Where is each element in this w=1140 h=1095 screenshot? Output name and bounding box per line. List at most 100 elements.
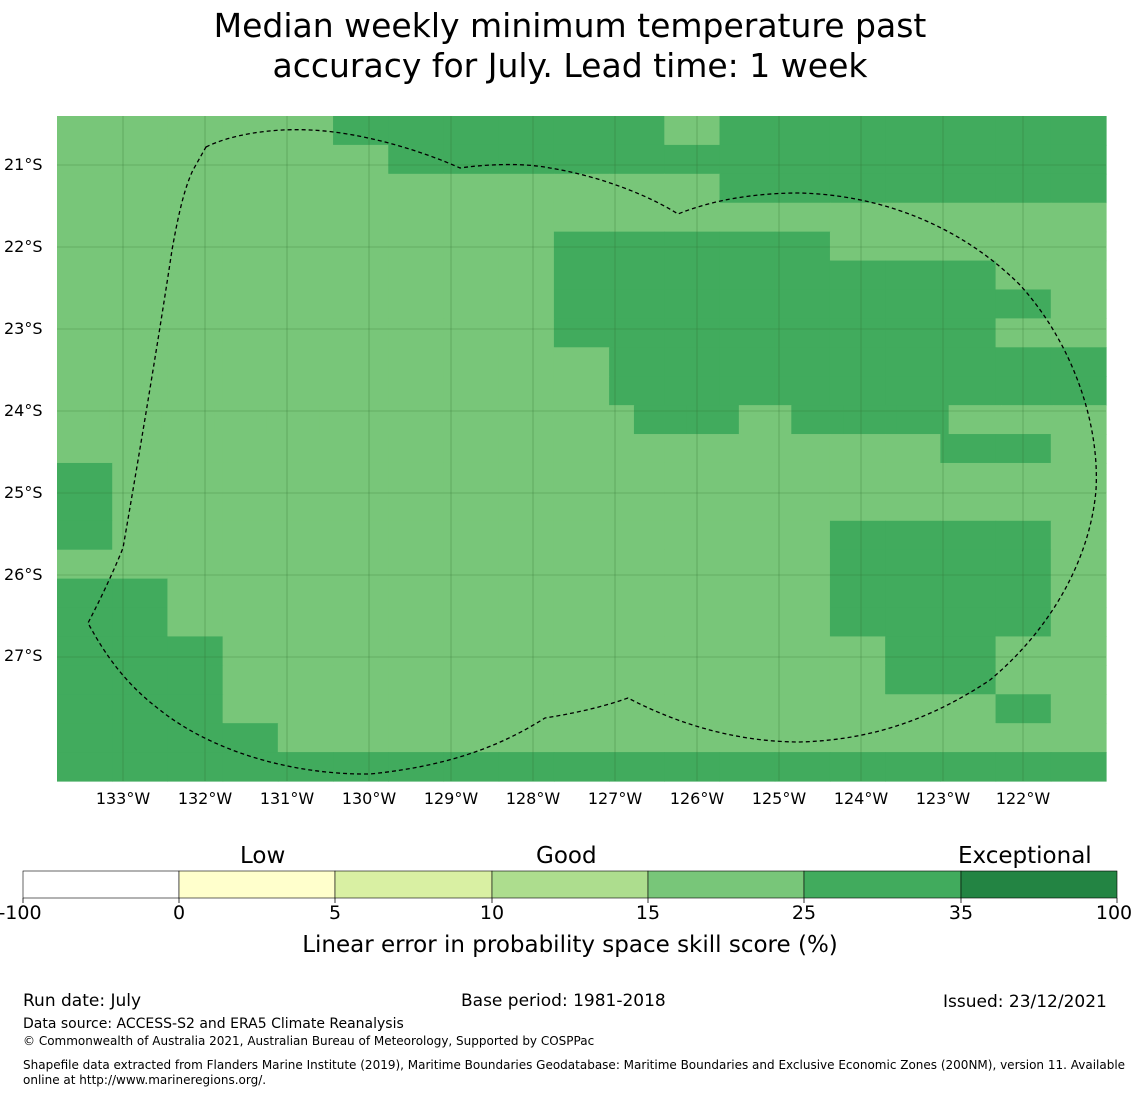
skill-cell <box>388 434 445 464</box>
skill-cell <box>277 723 334 753</box>
skill-cell <box>443 144 500 175</box>
skill-cell <box>443 318 500 348</box>
skill-cell <box>719 318 776 348</box>
skill-cell <box>896 405 950 435</box>
skill-cell <box>553 723 610 753</box>
skill-cell <box>388 347 445 377</box>
skill-cell <box>388 578 445 609</box>
colorbar-tick: 10 <box>479 902 505 924</box>
skill-cell <box>553 636 610 666</box>
skill-cell <box>277 318 334 348</box>
skill-cell <box>57 144 113 175</box>
skill-cell <box>609 116 665 146</box>
skill-cell <box>222 260 279 291</box>
skill-cell <box>1050 202 1107 233</box>
lon-label: 123°W <box>915 789 971 808</box>
skill-cell <box>333 434 389 464</box>
skill-cell <box>774 752 831 782</box>
colorbar-segment <box>178 870 336 899</box>
skill-cell <box>719 520 776 551</box>
skill-cell <box>424 405 478 435</box>
skill-cell <box>719 694 776 724</box>
skill-cell <box>940 144 997 175</box>
skill-cell <box>57 607 113 638</box>
skill-cell <box>57 491 113 522</box>
skill-cell <box>829 462 886 493</box>
skill-cell <box>829 752 886 782</box>
skill-cell <box>167 549 224 580</box>
skill-cell <box>443 578 500 609</box>
skill-cell <box>57 202 113 233</box>
skill-cell <box>829 289 886 319</box>
skill-cell <box>940 491 997 522</box>
skill-cell <box>553 347 610 377</box>
skill-cell <box>664 289 721 319</box>
skill-cell <box>719 289 776 319</box>
run-date: Run date: July <box>23 991 142 1011</box>
skill-cell <box>940 434 997 464</box>
skill-cell <box>167 520 224 551</box>
skill-cell <box>443 752 500 782</box>
skill-cell <box>774 376 831 406</box>
skill-cell <box>995 289 1052 319</box>
skill-cell <box>277 636 334 666</box>
skill-cell <box>222 549 279 580</box>
skill-cell <box>1050 260 1107 291</box>
skill-cell <box>112 520 169 551</box>
skill-cell <box>940 462 997 493</box>
skill-cell <box>57 578 113 609</box>
skill-cell <box>443 636 500 666</box>
skill-cell <box>277 202 334 233</box>
skill-cell <box>167 173 224 204</box>
skill-cell <box>774 434 831 464</box>
skill-cell <box>222 289 279 319</box>
skill-cell <box>443 289 500 319</box>
map-title: Median weekly minimum temperature past a… <box>0 6 1140 86</box>
skill-cell <box>829 173 886 204</box>
skill-cell <box>664 549 721 580</box>
skill-cell <box>1050 231 1107 262</box>
skill-cell <box>609 491 665 522</box>
skill-cell <box>940 289 997 319</box>
skill-cell <box>940 202 997 233</box>
skill-cell <box>498 434 555 464</box>
skill-cell <box>112 578 169 609</box>
skill-cell <box>112 491 169 522</box>
skill-cell <box>167 116 224 146</box>
skill-cell <box>791 405 845 435</box>
skill-cell <box>885 462 941 493</box>
colorbar-tick: 100 <box>1095 902 1133 924</box>
skill-cell <box>222 752 279 782</box>
skill-cell <box>719 752 776 782</box>
skill-cell <box>719 665 776 695</box>
skill-cell <box>1050 520 1107 551</box>
skill-cell <box>995 491 1052 522</box>
skill-cell <box>266 405 320 435</box>
skill-cell <box>388 491 445 522</box>
skill-cell <box>333 607 389 638</box>
skill-cell <box>774 231 831 262</box>
skill-cell <box>57 376 113 406</box>
skill-cell <box>167 752 224 782</box>
skill-cell <box>112 173 169 204</box>
skill-cell <box>1050 347 1107 377</box>
colorbar-tick: 0 <box>172 902 186 924</box>
skill-cell <box>609 694 665 724</box>
skill-cell <box>109 405 163 435</box>
skill-cell <box>829 202 886 233</box>
skill-cell <box>333 723 389 753</box>
skill-cell <box>277 752 334 782</box>
skill-cell <box>664 723 721 753</box>
skill-cell <box>553 491 610 522</box>
skill-cell <box>885 520 941 551</box>
skill-cell <box>57 347 113 377</box>
skill-cell <box>222 578 279 609</box>
skill-cell <box>167 376 224 406</box>
skill-cell <box>829 260 886 291</box>
skill-cell <box>443 694 500 724</box>
skill-cell <box>167 260 224 291</box>
skill-cell <box>553 144 610 175</box>
skill-cell <box>885 260 941 291</box>
lat-label: 23°S <box>4 319 43 338</box>
skill-cell <box>553 549 610 580</box>
